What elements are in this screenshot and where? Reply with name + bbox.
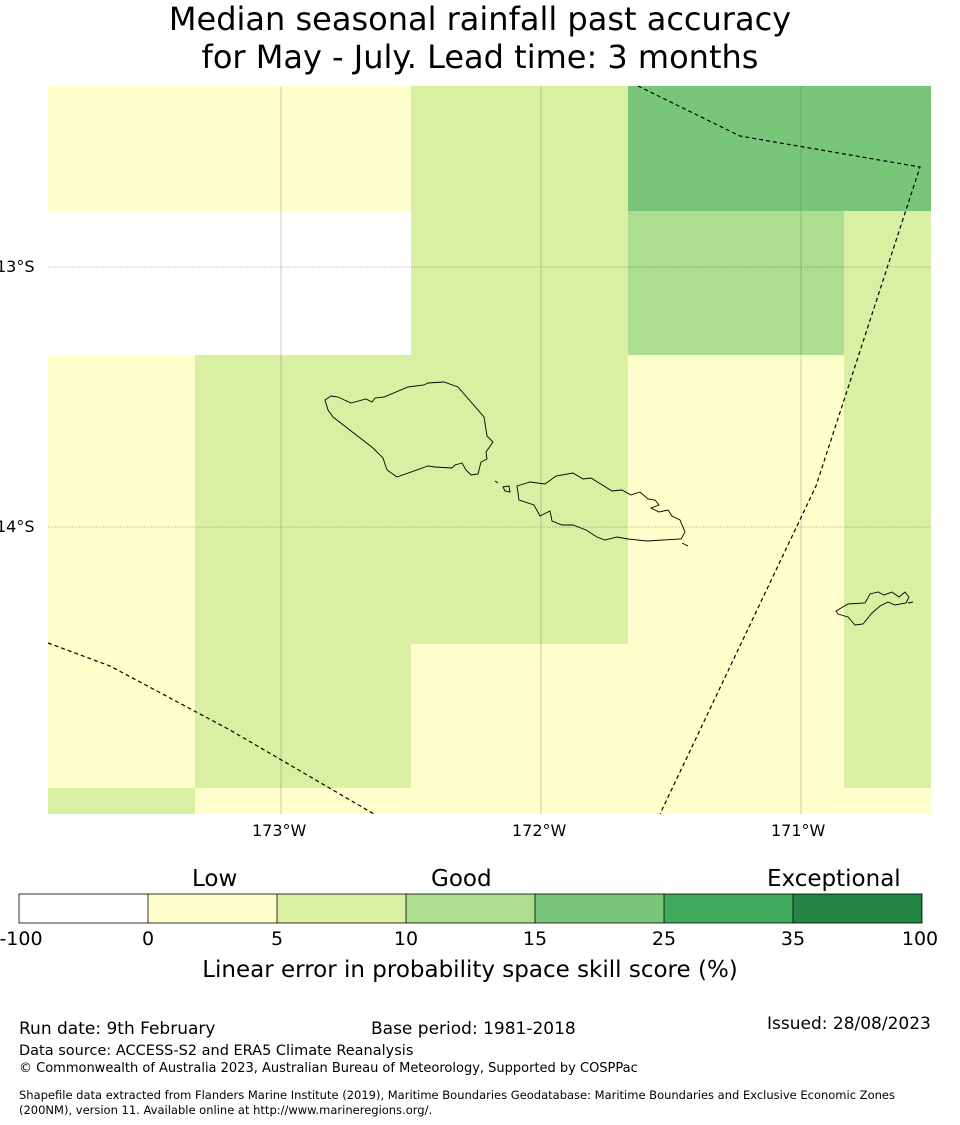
grid-cell <box>195 788 931 814</box>
grid-cell <box>411 211 628 355</box>
lat-label-14s: 14°S <box>0 517 35 536</box>
grid-cell <box>48 355 195 644</box>
title-line-2: for May - July. Lead time: 3 months <box>201 38 759 76</box>
grid-cell <box>628 211 844 355</box>
copyright: © Commonwealth of Australia 2023, Austra… <box>19 1061 638 1076</box>
category-good: Good <box>431 866 492 892</box>
eez-boundary-south <box>47 642 375 815</box>
grid-cell <box>48 644 195 788</box>
colorbar-swatch-nodata <box>19 894 148 923</box>
grid-cell <box>411 644 844 788</box>
colorbar-swatch-25-35 <box>664 894 793 923</box>
colorbar-swatch-5-10 <box>277 894 406 923</box>
grid-cell <box>48 211 411 355</box>
shapefile-credit-line-2: (200NM), version 11. Available online at… <box>19 1103 433 1117</box>
colorbar-swatch-15-25 <box>535 894 664 923</box>
colorbar-tick: 35 <box>780 928 806 950</box>
grid-cell <box>195 355 628 644</box>
eez-boundaries <box>47 85 921 815</box>
graticule <box>48 86 931 814</box>
colorbar <box>18 893 923 924</box>
lon-label-172w: 172°W <box>512 821 567 840</box>
grid-cell <box>48 86 411 211</box>
data-source: Data source: ACCESS-S2 and ERA5 Climate … <box>19 1043 414 1059</box>
colorbar-title: Linear error in probability space skill … <box>202 957 738 983</box>
title-line-1: Median seasonal rainfall past accuracy <box>168 0 792 38</box>
grid-cell <box>844 211 931 355</box>
colorbar-swatch-10-15 <box>406 894 535 923</box>
colorbar-swatch-0-5 <box>148 894 277 923</box>
grid-cell <box>411 86 628 211</box>
grid-cell <box>195 644 411 788</box>
upolu-island <box>516 472 686 542</box>
lon-label-171w: 171°W <box>771 821 826 840</box>
grid-cell <box>628 355 844 644</box>
lon-label-173w: 173°W <box>252 821 307 840</box>
colorbar-tick: 25 <box>651 928 677 950</box>
grid-cell <box>628 86 931 211</box>
category-low: Low <box>192 866 238 892</box>
colorbar-tick: -100 <box>0 928 43 950</box>
colorbar-tick: 15 <box>522 928 548 950</box>
colorbar-tick: 0 <box>141 928 155 950</box>
colorbar-swatch-35-100 <box>793 894 922 923</box>
nuulua-islet <box>681 542 689 547</box>
skill-grid <box>48 86 931 814</box>
issued-date: Issued: 28/08/2023 <box>767 1014 931 1034</box>
grid-cell <box>48 788 195 814</box>
run-date: Run date: 9th February <box>19 1019 216 1039</box>
colorbar-frame <box>18 893 923 924</box>
grid-cell <box>844 355 931 644</box>
tutuila-island <box>835 591 910 626</box>
apolima-islet <box>502 485 511 493</box>
grid-cell <box>844 644 931 788</box>
category-exceptional: Exceptional <box>767 866 901 892</box>
aunuu-islet <box>907 601 914 604</box>
savaii-island <box>324 381 494 478</box>
shapefile-credit-line-1: Shapefile data extracted from Flanders M… <box>19 1088 895 1102</box>
colorbar-tick: 100 <box>901 928 939 950</box>
manono-islet <box>494 480 499 484</box>
eez-boundary-north <box>637 85 921 815</box>
base-period: Base period: 1981-2018 <box>371 1019 576 1039</box>
colorbar-tick: 10 <box>393 928 419 950</box>
lat-label-13s: 13°S <box>0 257 35 276</box>
coastlines <box>324 381 914 626</box>
colorbar-tick: 5 <box>270 928 284 950</box>
